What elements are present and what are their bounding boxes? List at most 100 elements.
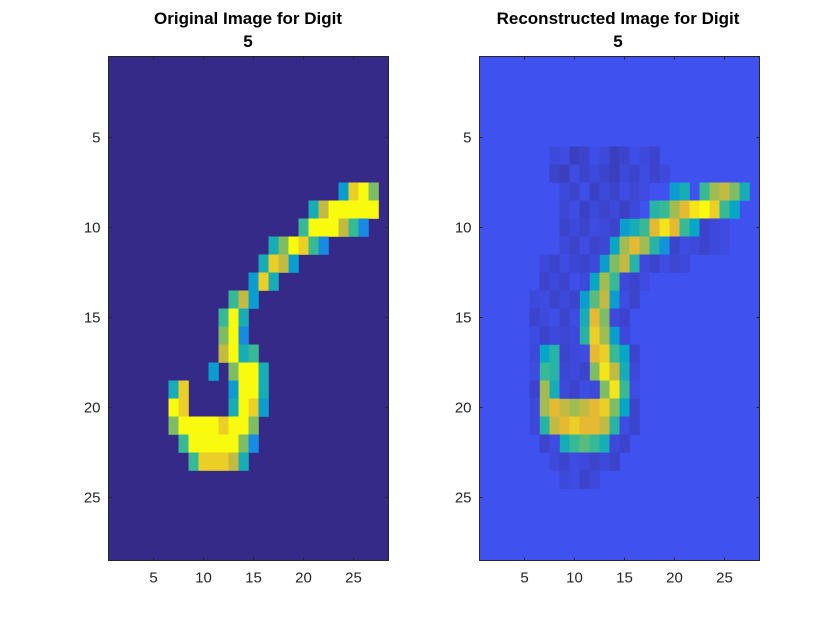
x-tick-label: 10 [566, 570, 583, 587]
heatmap-cell [228, 344, 239, 363]
heatmap-cell [599, 164, 610, 183]
heatmap-cells [479, 56, 760, 561]
heatmap-cell [599, 218, 610, 237]
heatmap-cell [619, 326, 630, 345]
heatmap-cell [218, 434, 229, 453]
heatmap-cell [589, 452, 600, 471]
heatmap-cell [529, 290, 540, 309]
heatmap-cell [569, 272, 580, 291]
heatmap-cell [358, 182, 369, 201]
heatmap-cell [258, 272, 269, 291]
heatmap-cell [659, 164, 670, 183]
heatmap-cell [338, 182, 349, 201]
heatmap-cell [669, 236, 680, 255]
x-tick-label: 15 [245, 570, 262, 587]
heatmap-cell [639, 236, 650, 255]
heatmap-cell [368, 200, 379, 219]
heatmap-cell [549, 380, 560, 399]
heatmap-cell [609, 326, 620, 345]
heatmap-cell [599, 254, 610, 273]
heatmap-cell [719, 218, 730, 237]
heatmap-cell [589, 470, 600, 489]
heatmap-cell [238, 380, 249, 399]
heatmap-cell [589, 326, 600, 345]
x-tick-label: 20 [295, 570, 312, 587]
heatmap-cell [238, 434, 249, 453]
heatmap-cell [609, 290, 620, 309]
heatmap-cell [589, 254, 600, 273]
heatmap-cell [208, 416, 219, 435]
heatmap-cell [579, 470, 590, 489]
heatmap-cell [529, 380, 540, 399]
y-tick-label: 20 [455, 400, 472, 417]
heatmap-cell [639, 146, 650, 165]
y-tick-label: 15 [84, 310, 101, 327]
heatmap-cell [539, 254, 550, 273]
heatmap-cell [549, 290, 560, 309]
heatmap-cell [218, 326, 229, 345]
heatmap-cell [579, 236, 590, 255]
heatmap-cell [599, 380, 610, 399]
heatmap-cell [629, 164, 640, 183]
heatmap-cell [589, 308, 600, 327]
heatmap-cell [198, 416, 209, 435]
heatmap-cell [599, 452, 610, 471]
heatmap-cell [539, 272, 550, 291]
heatmap-cell [569, 236, 580, 255]
heatmap-cell [679, 218, 690, 237]
heatmap-cell [689, 236, 700, 255]
heatmap-cell [559, 236, 570, 255]
heatmap-cell [579, 326, 590, 345]
heatmap-cell [649, 146, 660, 165]
heatmap-cell [248, 344, 259, 363]
y-tick-label: 5 [92, 130, 100, 147]
heatmap-cell [689, 218, 700, 237]
heatmap-cell [719, 182, 730, 201]
heatmap-cell [248, 416, 259, 435]
axis-ticks: 5 10 15 20 25 5 10 15 20 25 [455, 56, 760, 587]
heatmap-cell [729, 200, 740, 219]
heatmap-cell [198, 452, 209, 471]
heatmap-cell [238, 308, 249, 327]
heatmap-cell [629, 218, 640, 237]
heatmap-cell [699, 182, 710, 201]
heatmap-cell [569, 326, 580, 345]
heatmap-cell [589, 398, 600, 417]
heatmap-cell [228, 416, 239, 435]
heatmap-cell [599, 308, 610, 327]
heatmap-cell [709, 200, 720, 219]
heatmap-cell [178, 398, 189, 417]
heatmap-cell [609, 182, 620, 201]
heatmap-cell [619, 182, 630, 201]
heatmap-cell [539, 290, 550, 309]
heatmap-cell [208, 362, 219, 381]
heatmap-cell [228, 380, 239, 399]
heatmap-cell [248, 434, 259, 453]
heatmap-cell [629, 254, 640, 273]
heatmap-cell [579, 200, 590, 219]
heatmap-cell [218, 308, 229, 327]
heatmap-cell [569, 164, 580, 183]
heatmap-cell [649, 254, 660, 273]
heatmap-cell [639, 272, 650, 291]
heatmap-cell [589, 146, 600, 165]
heatmap-cell [268, 254, 279, 273]
heatmap-cell [599, 344, 610, 363]
heatmap-cell [629, 290, 640, 309]
heatmap-cell [228, 398, 239, 417]
heatmap-cell [539, 434, 550, 453]
heatmap-cell [559, 344, 570, 363]
heatmap-cell [218, 452, 229, 471]
heatmap-cell [549, 146, 560, 165]
heatmap-cell [579, 452, 590, 471]
heatmap-cell [679, 182, 690, 201]
x-tick-label: 20 [666, 570, 683, 587]
heatmap-cell [619, 308, 630, 327]
heatmap-cell [539, 362, 550, 381]
heatmap-cell [609, 362, 620, 381]
heatmap-cell [629, 182, 640, 201]
heatmap-cell [188, 434, 199, 453]
heatmap-cell [559, 218, 570, 237]
y-tick-label: 10 [84, 220, 101, 237]
heatmap-cell [599, 236, 610, 255]
